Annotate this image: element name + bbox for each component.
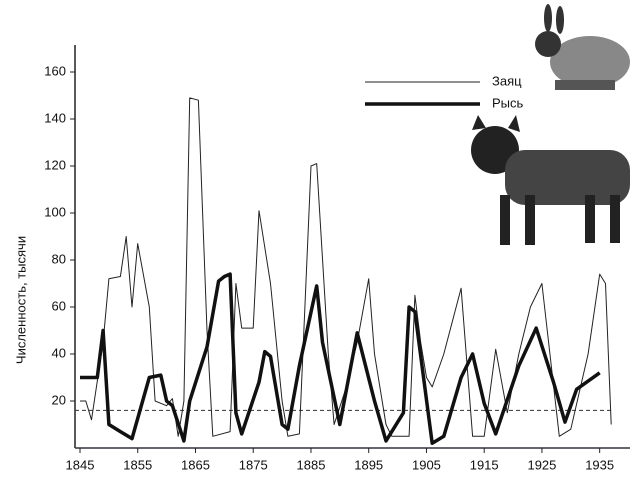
y-tick-label: 120: [44, 157, 66, 172]
x-tick-label: 1855: [123, 457, 152, 472]
y-tick-label: 160: [44, 63, 66, 78]
x-tick-label: 1895: [354, 457, 383, 472]
x-tick-label: 1905: [412, 457, 441, 472]
y-axis-label: Численность, тысячи: [13, 236, 28, 364]
legend-label: Рысь: [492, 95, 524, 110]
hare-illustration: [535, 4, 630, 90]
y-tick-label: 140: [44, 110, 66, 125]
lynx-illustration: [471, 115, 630, 245]
x-tick-label: 1885: [297, 457, 326, 472]
y-tick-label: 20: [52, 392, 66, 407]
y-tick-label: 100: [44, 204, 66, 219]
legend-label: Заяц: [492, 73, 522, 88]
x-tick-label: 1875: [239, 457, 268, 472]
x-tick-label: 1845: [66, 457, 95, 472]
x-tick-label: 1935: [585, 457, 614, 472]
chart: Численность, тысячи 20 40 60 80 100 120 140 160…: [0, 0, 634, 482]
x-tick-label: 1915: [470, 457, 499, 472]
x-tick-label: 1925: [527, 457, 556, 472]
y-tick-label: 60: [52, 298, 66, 313]
x-tick-label: 1865: [181, 457, 210, 472]
y-tick-label: 40: [52, 345, 66, 360]
series-line: [80, 274, 600, 443]
y-tick-label: 80: [52, 251, 66, 266]
